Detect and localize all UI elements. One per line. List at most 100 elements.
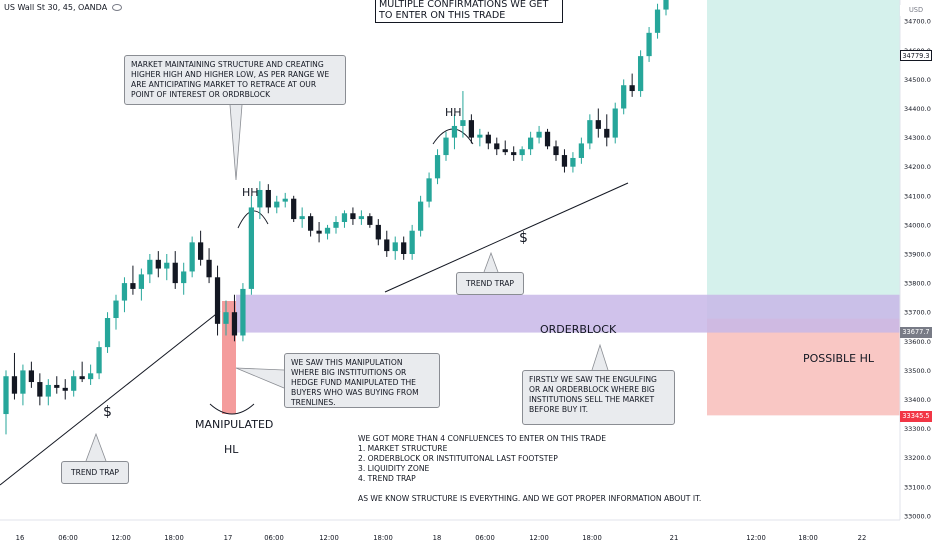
candle-body[interactable] [189,242,195,272]
candle-body[interactable] [392,242,398,252]
candle-body[interactable] [130,283,136,289]
candle-body[interactable] [257,189,263,208]
candle-body[interactable] [265,189,271,208]
candle-body[interactable] [307,216,314,231]
candle-body[interactable] [367,216,373,225]
engulfing-callout[interactable]: FIRSTLY WE SAW THE ENGULFING OR AN ORDER… [522,370,675,425]
candle-body[interactable] [434,155,441,179]
trendline-right[interactable] [384,182,629,293]
candle-body[interactable] [511,152,517,156]
candle-body[interactable] [578,143,585,158]
candle-body[interactable] [223,312,229,324]
target-zone[interactable] [707,0,900,319]
candle-body[interactable] [494,143,500,150]
eye-icon[interactable] [111,4,122,11]
price-axis[interactable] [900,0,932,550]
candle-body[interactable] [248,207,255,289]
candle-body[interactable] [350,213,356,220]
candle-body[interactable] [477,134,483,138]
candle-body[interactable] [164,262,170,269]
candle-body[interactable] [316,230,322,234]
candle-body[interactable] [299,216,305,220]
candle-body[interactable] [274,201,280,208]
candle-body[interactable] [460,120,466,126]
candle-body[interactable] [147,259,153,275]
candle-body[interactable] [426,178,432,202]
trend-trap-right-callout[interactable]: TREND TRAP [456,272,524,295]
candle-body[interactable] [409,230,415,254]
candle-body[interactable] [401,242,407,254]
candle-body[interactable] [629,85,635,92]
market-structure-callout[interactable]: MARKET MAINTAINING STRUCTURE AND CREATIN… [124,55,346,105]
candle-body[interactable] [45,384,51,397]
candle-body[interactable] [663,0,669,10]
currency-label: USD [900,5,932,16]
candle-body[interactable] [197,242,204,260]
candle-body[interactable] [104,318,111,348]
symbol-title[interactable]: US Wall St 30, 45, OANDA [4,3,108,12]
candle-body[interactable] [646,32,652,57]
candle-body[interactable] [240,288,246,336]
candle-body[interactable] [544,131,551,147]
candle-body[interactable] [138,274,145,289]
candle-body[interactable] [451,125,458,138]
candle-body[interactable] [519,149,525,156]
candle-body[interactable] [468,120,475,138]
stop-zone[interactable] [707,318,900,416]
candle-body[interactable] [37,382,43,397]
candle-body[interactable] [113,300,119,319]
candle-body[interactable] [570,157,576,167]
candle-body[interactable] [87,373,94,380]
candle-body[interactable] [443,137,449,156]
candle-body[interactable] [62,387,68,391]
candle-body[interactable] [341,213,348,222]
candle-body[interactable] [231,312,238,336]
candle-body[interactable] [3,376,9,415]
candle-body[interactable] [612,108,618,138]
candle-body[interactable] [20,370,26,394]
candle-body[interactable] [181,271,187,284]
stop-price-tag[interactable]: 33345.5 [900,411,932,422]
time-axis[interactable] [0,520,932,550]
x-tick-label: 06:00 [475,534,495,542]
candle-body[interactable] [291,198,297,220]
candle-body[interactable] [654,9,661,33]
candle-body[interactable] [54,384,60,388]
candle-body[interactable] [121,283,128,301]
candle-body[interactable] [28,370,35,383]
orderblock-zone[interactable] [236,294,900,333]
candle-body[interactable] [324,227,331,234]
trend-trap-left-callout[interactable]: TREND TRAP [61,461,129,484]
candle-body[interactable] [96,347,102,374]
candle-body[interactable] [561,155,568,167]
candle-body[interactable] [358,216,365,220]
candle-body[interactable] [71,376,77,391]
candle-body[interactable] [637,56,644,92]
top-annotation-box[interactable]: MULTIPLE CONFIRMATIONS WE GET TO ENTER O… [375,0,563,23]
current-price-tag[interactable]: 34779.3 [900,50,932,61]
candle-body[interactable] [485,134,491,144]
candle-body[interactable] [206,259,212,278]
candle-body[interactable] [587,120,593,144]
candle-body[interactable] [502,149,508,153]
candle-body[interactable] [384,239,390,252]
candle-body[interactable] [417,201,424,231]
candle-body[interactable] [527,137,534,150]
candle-body[interactable] [79,376,85,380]
candle-body[interactable] [155,259,161,269]
entry-price-tag[interactable]: 33677.7 [900,327,932,338]
candle-body[interactable] [172,262,178,284]
candle-body[interactable] [333,221,339,228]
candle-body[interactable] [375,224,381,240]
candle-body[interactable] [604,128,610,138]
candle-body[interactable] [621,85,627,109]
candle-body[interactable] [214,277,221,324]
manipulation-callout[interactable]: WE SAW THIS MANIPULATION WHERE BIG INSTI… [284,353,440,408]
candle-body[interactable] [553,146,559,156]
candle-body[interactable] [536,131,542,138]
candle-body[interactable] [282,198,288,202]
candle-body[interactable] [595,120,601,129]
trendline-left[interactable] [0,310,221,486]
candle-body[interactable] [11,376,18,394]
